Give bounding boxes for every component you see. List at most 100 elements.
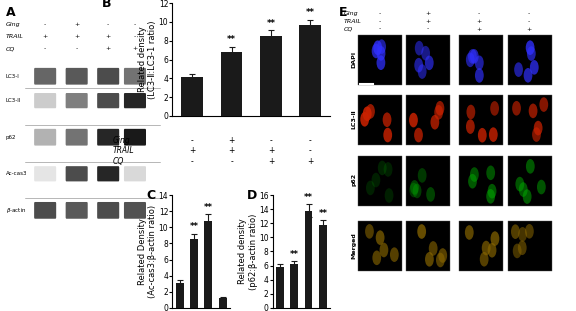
Text: **: ** (304, 193, 313, 202)
Ellipse shape (480, 252, 488, 267)
Ellipse shape (470, 167, 479, 182)
Text: TRAIL: TRAIL (344, 19, 362, 24)
Ellipse shape (436, 253, 445, 267)
FancyBboxPatch shape (66, 129, 88, 146)
Text: -: - (44, 22, 46, 27)
Bar (459, 221, 503, 271)
Text: Ac-cas3: Ac-cas3 (6, 171, 27, 176)
Y-axis label: Related density
(LC3-Ⅱ:LC3-1 ratio): Related density (LC3-Ⅱ:LC3-1 ratio) (138, 20, 157, 99)
Bar (204, 221, 212, 308)
Text: **: ** (204, 203, 213, 212)
Text: -: - (134, 34, 136, 39)
Text: LC3-Ⅱ: LC3-Ⅱ (351, 110, 357, 129)
Ellipse shape (365, 224, 374, 239)
Ellipse shape (488, 184, 497, 198)
Bar (508, 221, 552, 271)
Text: -: - (191, 157, 194, 166)
FancyBboxPatch shape (97, 93, 119, 108)
Bar (508, 95, 552, 145)
Ellipse shape (380, 243, 388, 257)
FancyBboxPatch shape (97, 68, 119, 85)
Bar (221, 52, 242, 116)
FancyBboxPatch shape (34, 129, 56, 146)
Ellipse shape (360, 112, 369, 127)
Text: -: - (75, 46, 78, 51)
Bar (219, 298, 226, 308)
Ellipse shape (534, 121, 543, 135)
Ellipse shape (376, 230, 385, 245)
Text: TRAIL: TRAIL (6, 34, 24, 39)
FancyBboxPatch shape (97, 202, 119, 219)
Text: +: + (426, 19, 431, 24)
Bar (305, 211, 312, 308)
Ellipse shape (435, 101, 444, 116)
Text: -: - (378, 11, 381, 16)
Ellipse shape (475, 55, 484, 70)
Bar (176, 283, 184, 308)
Ellipse shape (372, 44, 381, 58)
Ellipse shape (486, 165, 495, 180)
Ellipse shape (516, 177, 524, 191)
FancyBboxPatch shape (124, 93, 146, 108)
Ellipse shape (468, 174, 477, 188)
Ellipse shape (438, 248, 447, 263)
Ellipse shape (486, 189, 495, 204)
Text: E: E (339, 6, 348, 19)
Text: -: - (191, 136, 194, 145)
Ellipse shape (390, 247, 399, 262)
Ellipse shape (466, 119, 475, 134)
Bar (459, 95, 503, 145)
Bar (319, 225, 327, 308)
Text: A: A (6, 6, 16, 19)
Ellipse shape (434, 105, 443, 120)
Ellipse shape (366, 104, 375, 119)
Bar (358, 221, 401, 271)
Text: **: ** (190, 222, 198, 231)
Ellipse shape (518, 227, 527, 242)
FancyBboxPatch shape (124, 202, 146, 219)
Ellipse shape (429, 241, 438, 256)
Ellipse shape (512, 101, 521, 116)
Text: -: - (378, 26, 381, 31)
Ellipse shape (478, 128, 487, 142)
Text: -: - (270, 136, 272, 145)
Text: CQ: CQ (112, 157, 124, 166)
Text: -: - (44, 46, 46, 51)
Text: -: - (528, 19, 530, 24)
FancyBboxPatch shape (66, 166, 88, 181)
Ellipse shape (372, 250, 381, 265)
FancyBboxPatch shape (97, 166, 119, 181)
Text: -: - (427, 26, 429, 31)
Ellipse shape (412, 183, 422, 198)
Text: -: - (230, 157, 233, 166)
Ellipse shape (363, 106, 372, 121)
Text: **: ** (306, 8, 315, 17)
Ellipse shape (537, 180, 545, 194)
Text: -: - (478, 11, 480, 16)
Ellipse shape (373, 40, 382, 55)
Ellipse shape (467, 105, 475, 119)
FancyBboxPatch shape (34, 68, 56, 85)
Text: +: + (476, 26, 482, 31)
Ellipse shape (539, 97, 548, 112)
Text: Merged: Merged (351, 232, 357, 259)
Bar (358, 35, 401, 86)
Text: p62: p62 (351, 173, 357, 187)
Text: +: + (105, 46, 111, 51)
Ellipse shape (421, 46, 430, 61)
Ellipse shape (468, 49, 477, 64)
Text: +: + (476, 19, 482, 24)
Ellipse shape (526, 159, 535, 174)
Text: CQ: CQ (344, 26, 353, 31)
Ellipse shape (532, 127, 541, 142)
Text: +: + (307, 157, 313, 166)
Bar (181, 77, 203, 116)
Bar (358, 95, 401, 145)
Ellipse shape (430, 115, 439, 130)
Bar (260, 36, 282, 116)
Text: LC3-I: LC3-I (6, 74, 20, 79)
FancyBboxPatch shape (97, 129, 119, 146)
Text: +: + (228, 146, 235, 156)
Ellipse shape (488, 243, 497, 258)
Ellipse shape (384, 162, 392, 177)
